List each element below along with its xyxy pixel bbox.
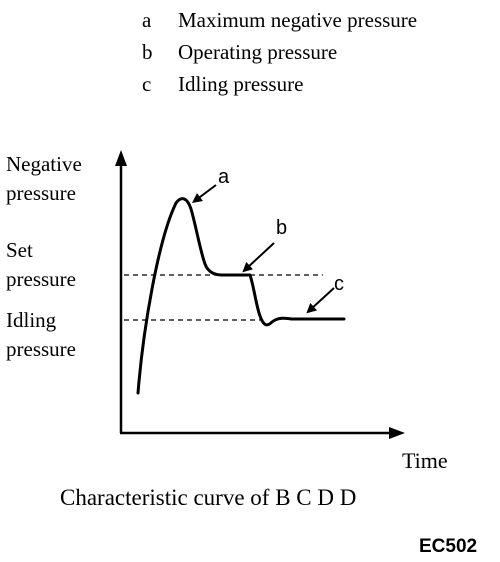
y-label-idling-pressure: Idling pressure [6,306,76,364]
legend-label: Maximum negative pressure [178,8,418,32]
curve-label-c: c [334,273,344,295]
legend-key: c [142,72,152,96]
legend-label: Idling pressure [178,72,304,96]
y-label-line: Set [6,238,33,262]
curve-label-a: a [218,166,230,188]
pointer-a-arrow-icon [192,184,217,203]
pointer-c-arrow-icon [306,287,335,314]
y-label-set-pressure: Set pressure [6,236,76,294]
curve-label-b: b [276,217,287,239]
legend-label: Operating pressure [178,40,338,64]
y-label-line: pressure [6,267,76,291]
legend-key: b [142,40,153,64]
x-axis-arrow-icon [389,427,405,439]
x-axis-label: Time [402,448,448,473]
legend-item-b: b Operating pressure [142,36,417,68]
y-label-line: Negative [6,152,82,176]
y-label-line: Idling [6,308,57,332]
characteristic-curve [136,197,346,395]
legend-item-a: a Maximum negative pressure [142,4,417,36]
y-axis-arrow-icon [115,150,127,166]
y-label-negative-pressure: Negative pressure [6,150,82,208]
legend: a Maximum negative pressure b Operating … [142,4,417,100]
figure-code: EC502 [419,536,478,557]
pointer-b-arrow-icon [242,242,275,273]
figure-caption: Characteristic curve of B C D D [60,485,357,510]
legend-item-c: c Idling pressure [142,68,417,100]
y-label-line: pressure [6,181,76,205]
legend-key: a [142,8,152,32]
y-label-line: pressure [6,337,76,361]
